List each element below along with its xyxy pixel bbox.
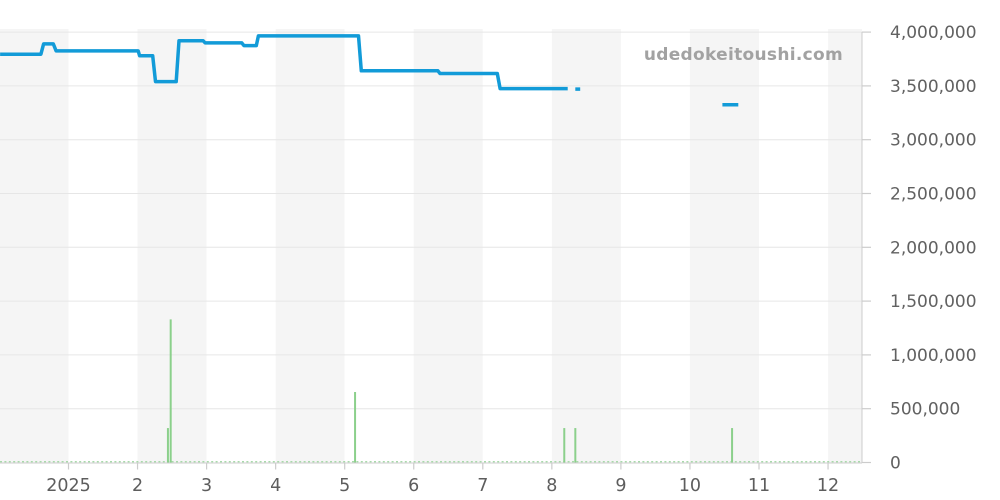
month-band	[482, 29, 552, 463]
x-axis-tick-label: 2025	[46, 476, 91, 496]
y-axis-tick-label: 0	[890, 454, 901, 474]
volume-bars-layer	[0, 319, 862, 463]
y-axis-tick-label: 3,500,000	[890, 77, 977, 97]
month-band	[413, 29, 483, 463]
watermark: udedokeitoushi.com	[644, 45, 843, 65]
x-axis-tick-label: 12	[817, 476, 839, 496]
month-band	[551, 29, 621, 463]
price-line-segment	[0, 34, 568, 91]
x-axis-tick-label: 11	[748, 476, 770, 496]
x-axis-tick-label: 10	[679, 476, 701, 496]
month-band	[620, 29, 690, 463]
month-band	[344, 29, 414, 463]
price-line-layer	[0, 34, 739, 107]
month-band	[137, 29, 207, 463]
y-axis-tick-label: 2,500,000	[890, 185, 977, 205]
x-axis-tick-label: 5	[339, 476, 350, 496]
x-axis-tick-label: 6	[408, 476, 419, 496]
x-axis-tick-label: 3	[201, 476, 212, 496]
month-band	[206, 29, 276, 463]
x-axis-tick-label: 4	[270, 476, 281, 496]
y-axis-tick-label: 1,500,000	[890, 292, 977, 312]
y-axis-tick-label: 3,000,000	[890, 131, 977, 151]
x-axis-tick-label: 8	[546, 476, 557, 496]
y-axis-tick-label: 4,000,000	[890, 23, 977, 43]
x-axis-tick-label: 2	[132, 476, 143, 496]
y-axis-tick-label: 1,000,000	[890, 346, 977, 366]
y-axis-tick-label: 500,000	[890, 400, 960, 420]
month-band	[759, 29, 829, 463]
month-band	[68, 29, 138, 463]
y-axis-tick-label: 2,000,000	[890, 238, 977, 258]
month-band	[275, 29, 345, 463]
month-band	[689, 29, 759, 463]
x-axis-tick-label: 9	[615, 476, 626, 496]
month-band	[0, 29, 69, 463]
x-axis-tick-label: 7	[477, 476, 488, 496]
month-band	[828, 29, 862, 463]
month-bands-layer	[0, 29, 862, 463]
axes-layer: 0 500,000 1,000,000 1,500,000 2,000,000 2,500…	[0, 23, 977, 496]
gridlines-layer	[0, 31, 862, 410]
